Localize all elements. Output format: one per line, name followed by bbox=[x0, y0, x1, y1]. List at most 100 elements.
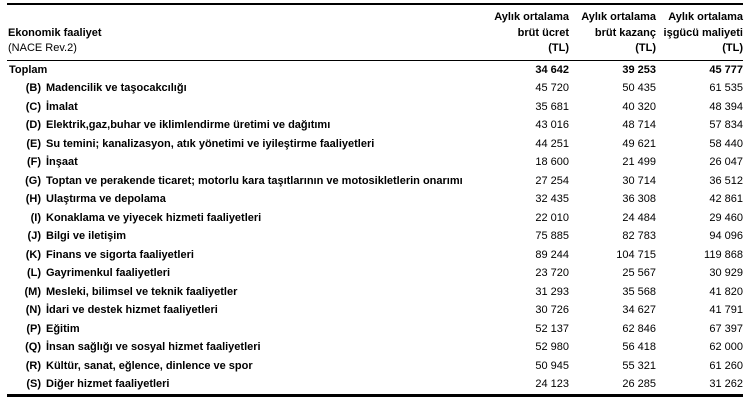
column-header-gross-earnings: Aylık ortalama brüt kazanç (TL) bbox=[569, 10, 656, 57]
row-value: 45 777 bbox=[709, 63, 743, 76]
row-value: 52 137 bbox=[535, 322, 569, 335]
row-code: (H) bbox=[25, 193, 41, 206]
row-value: 52 980 bbox=[535, 341, 569, 354]
column-header-unit: (TL) bbox=[635, 42, 656, 54]
row-value: 24 123 bbox=[535, 378, 569, 391]
row-code: (C) bbox=[25, 100, 41, 113]
table-row: (N) İdari ve destek hizmet faaliyetleri 3… bbox=[7, 301, 743, 320]
row-value: 45 720 bbox=[535, 82, 569, 95]
row-value: 35 681 bbox=[535, 100, 569, 113]
row-label: İnsan sağlığı ve sosyal hizmet faaliyetl… bbox=[46, 341, 261, 354]
row-label: Elektrik,gaz,buhar ve iklimlendirme üret… bbox=[46, 119, 331, 132]
row-code: (P) bbox=[26, 322, 41, 335]
activity-label-cell: (S) Diğer hizmet faaliyetleri bbox=[7, 378, 482, 390]
row-value: 29 460 bbox=[709, 211, 743, 224]
row-value: 48 714 bbox=[622, 119, 656, 132]
row-value: 56 418 bbox=[622, 341, 656, 354]
column-header-line: brüt ücret bbox=[517, 26, 569, 39]
row-code: (R) bbox=[25, 359, 41, 372]
row-value: 39 253 bbox=[622, 63, 656, 76]
table-row: (F) İnşaat 18 600 21 499 26 047 bbox=[7, 153, 743, 172]
activity-label-cell: (K) Finans ve sigorta faaliyetleri bbox=[7, 249, 482, 261]
row-code: (G) bbox=[25, 174, 41, 187]
table-row: (L) Gayrimenkul faaliyetleri 23 720 25 56… bbox=[7, 264, 743, 283]
row-value: 23 720 bbox=[535, 267, 569, 280]
table-row: (K) Finans ve sigorta faaliyetleri 89 244… bbox=[7, 246, 743, 265]
row-value: 42 861 bbox=[709, 193, 743, 206]
row-label: Mesleki, bilimsel ve teknik faaliyetler bbox=[46, 285, 238, 298]
row-value: 36 512 bbox=[709, 174, 743, 187]
activity-label-cell: Toplam bbox=[7, 64, 482, 76]
row-value: 31 293 bbox=[535, 285, 569, 298]
column-header-labour-cost: Aylık ortalama işgücü maliyeti (TL) bbox=[656, 10, 743, 57]
row-code: (J) bbox=[27, 230, 41, 243]
activity-label-cell: (B) Madencilik ve taşocakcılığı bbox=[7, 82, 482, 94]
row-value: 26 285 bbox=[622, 378, 656, 391]
table-row: (I) Konaklama ve yiyecek hizmeti faaliyet… bbox=[7, 209, 743, 228]
row-code: (K) bbox=[25, 248, 41, 261]
table-row: (P) Eğitim 52 137 62 846 67 397 bbox=[7, 320, 743, 339]
wage-statistics-table: Ekonomik faaliyet (NACE Rev.2) Aylık ort… bbox=[7, 3, 743, 397]
table-header: Ekonomik faaliyet (NACE Rev.2) Aylık ort… bbox=[7, 5, 743, 61]
row-value: 22 010 bbox=[535, 211, 569, 224]
row-value: 18 600 bbox=[535, 156, 569, 169]
column-header-line: işgücü maliyeti bbox=[663, 26, 743, 39]
column-header-line: Aylık ortalama bbox=[494, 11, 569, 23]
table-row: (E) Su temini; kanalizasyon, atık yönetim… bbox=[7, 135, 743, 154]
row-value: 34 627 bbox=[622, 304, 656, 317]
row-code: (B) bbox=[25, 82, 41, 95]
row-value: 55 321 bbox=[622, 359, 656, 372]
row-code: (I) bbox=[30, 211, 41, 224]
row-value: 57 834 bbox=[709, 119, 743, 132]
row-value: 89 244 bbox=[535, 248, 569, 261]
activity-label-cell: (R) Kültür, sanat, eğlence, dinlence ve s… bbox=[7, 360, 482, 372]
row-value: 32 435 bbox=[535, 193, 569, 206]
row-code: (S) bbox=[26, 378, 41, 391]
row-code: (N) bbox=[25, 304, 41, 317]
row-value: 82 783 bbox=[622, 230, 656, 243]
row-value: 50 945 bbox=[535, 359, 569, 372]
activity-label-cell: (D) Elektrik,gaz,buhar ve iklimlendirme ü… bbox=[7, 119, 482, 131]
table-row: (R) Kültür, sanat, eğlence, dinlence ve s… bbox=[7, 357, 743, 376]
row-value: 75 885 bbox=[535, 230, 569, 243]
row-value: 44 251 bbox=[535, 137, 569, 150]
row-header-subtitle: (NACE Rev.2) bbox=[8, 42, 77, 54]
table-row: (G) Toptan ve perakende ticaret; motorlu … bbox=[7, 172, 743, 191]
activity-label-cell: (N) İdari ve destek hizmet faaliyetleri bbox=[7, 304, 482, 316]
activity-label-cell: (E) Su temini; kanalizasyon, atık yönetim… bbox=[7, 138, 482, 150]
row-value: 41 791 bbox=[709, 304, 743, 317]
row-label: Kültür, sanat, eğlence, dinlence ve spor bbox=[46, 359, 253, 372]
activity-label-cell: (L) Gayrimenkul faaliyetleri bbox=[7, 267, 482, 279]
row-code: (Q) bbox=[25, 341, 41, 354]
row-value: 26 047 bbox=[709, 156, 743, 169]
column-header-line: brüt kazanç bbox=[594, 26, 656, 39]
activity-label-cell: (M) Mesleki, bilimsel ve teknik faaliyetl… bbox=[7, 286, 482, 298]
row-label: Madencilik ve taşocakcılığı bbox=[46, 82, 187, 95]
row-label: Toplam bbox=[9, 63, 48, 76]
row-value: 58 440 bbox=[709, 137, 743, 150]
table-row: (M) Mesleki, bilimsel ve teknik faaliyetl… bbox=[7, 283, 744, 302]
row-value: 30 929 bbox=[709, 267, 743, 280]
activity-label-cell: (C) İmalat bbox=[7, 101, 482, 113]
activity-label-cell: (I) Konaklama ve yiyecek hizmeti faaliyet… bbox=[7, 212, 482, 224]
row-code: (E) bbox=[26, 137, 41, 150]
row-header-title: Ekonomik faaliyet bbox=[8, 26, 102, 39]
row-header: Ekonomik faaliyet (NACE Rev.2) bbox=[7, 26, 482, 57]
row-code: (M) bbox=[24, 285, 42, 298]
row-label: Diğer hizmet faaliyetleri bbox=[46, 378, 170, 391]
activity-label-cell: (H) Ulaştırma ve depolama bbox=[7, 193, 482, 205]
column-header-unit: (TL) bbox=[548, 42, 569, 54]
column-header-line: Aylık ortalama bbox=[668, 11, 743, 23]
row-value: 30 726 bbox=[535, 304, 569, 317]
row-value: 30 714 bbox=[622, 174, 656, 187]
row-code: (F) bbox=[26, 156, 41, 169]
activity-label-cell: (J) Bilgi ve iletişim bbox=[7, 230, 482, 242]
row-value: 24 484 bbox=[622, 211, 656, 224]
row-code: (L) bbox=[26, 267, 41, 280]
row-value: 34 642 bbox=[535, 63, 569, 76]
row-value: 61 260 bbox=[709, 359, 743, 372]
column-header-gross-wage: Aylık ortalama brüt ücret (TL) bbox=[482, 10, 569, 57]
row-value: 21 499 bbox=[622, 156, 656, 169]
row-value: 40 320 bbox=[622, 100, 656, 113]
row-value: 27 254 bbox=[535, 174, 569, 187]
